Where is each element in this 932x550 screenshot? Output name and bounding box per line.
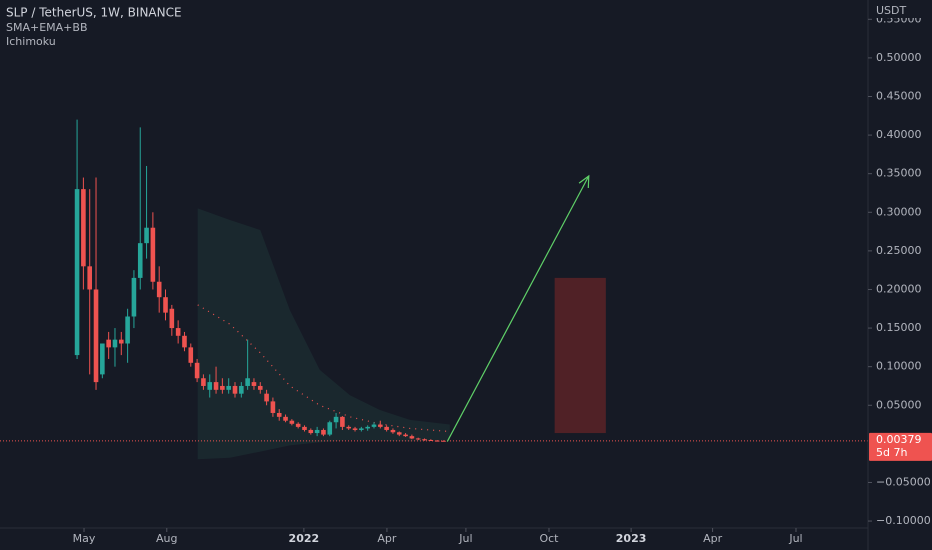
y-tick-label: −0.05000 (876, 475, 931, 488)
y-tick-label: 0.40000 (876, 128, 922, 141)
x-tick-label: Oct (539, 532, 559, 545)
candle-body (93, 289, 99, 383)
candle-body (194, 362, 200, 379)
candle-body (175, 328, 181, 336)
candle-body (137, 243, 143, 278)
x-tick-label: May (73, 532, 96, 545)
price-tag-label: 0.00379 (876, 433, 922, 446)
candle-body (302, 426, 307, 430)
candle-body (352, 428, 358, 430)
y-tick-label: 0.50000 (876, 51, 922, 64)
y-tick-label: 0.45000 (876, 89, 922, 102)
candle-body (365, 426, 370, 429)
candle-body (333, 416, 339, 423)
candle-body (384, 426, 389, 430)
candle-body (74, 189, 80, 356)
unit-bg (869, 2, 932, 18)
projection-box (554, 277, 606, 434)
candle-body (106, 339, 111, 348)
candle-body (201, 378, 206, 386)
candle-body (415, 438, 421, 440)
y-tick-label: −0.10000 (876, 514, 931, 527)
candle-body (409, 436, 415, 439)
x-tick-label: Jul (458, 532, 472, 545)
candle-body (359, 428, 364, 430)
y-tick-label: 0.25000 (876, 244, 922, 257)
candle-body (125, 316, 130, 344)
candle-body (289, 420, 295, 424)
candle-body (434, 440, 440, 442)
y-tick-label: 0.30000 (876, 205, 922, 218)
candle-body (245, 378, 250, 386)
arrow-head (578, 174, 590, 189)
arrow-line (446, 175, 590, 442)
x-tick-label: 2022 (289, 532, 320, 545)
plot-area (0, 119, 868, 460)
candle-body (264, 393, 269, 402)
candle-body (371, 424, 377, 427)
candle-body (188, 347, 194, 363)
candle-body (112, 339, 118, 348)
candle-body (213, 382, 219, 390)
candle-body (251, 382, 257, 386)
candle-body (295, 423, 301, 427)
candle-body (441, 440, 446, 442)
candle-body (169, 308, 175, 329)
candle-body (346, 426, 352, 429)
y-tick-label: 0.15000 (876, 321, 922, 334)
candle-body (378, 424, 383, 427)
y-tick-label: 0.35000 (876, 167, 922, 180)
candle-body (321, 429, 326, 435)
candle-body (283, 416, 288, 421)
candle-body (308, 429, 314, 434)
y-tick-label: 0.05000 (876, 398, 922, 411)
candle-body (220, 385, 225, 390)
candle-body (163, 297, 168, 313)
chart-title: SLP / TetherUS, 1W, BINANCE (6, 6, 182, 20)
candle-body (314, 429, 320, 434)
x-tick-label: Aug (156, 532, 177, 545)
candle-body (182, 335, 187, 348)
indicator-label: SMA+EMA+BB (6, 21, 88, 34)
candle-body (396, 432, 402, 435)
candle-body (226, 385, 231, 390)
candle-body (100, 343, 105, 375)
candle-body (156, 281, 162, 298)
candle-body (150, 227, 156, 282)
price-tag (869, 432, 932, 461)
candle-body (428, 440, 434, 441)
candle-body (340, 416, 345, 427)
candle-body (403, 434, 408, 437)
candle-body (276, 412, 282, 417)
candle-body (81, 189, 86, 267)
candle-body (118, 339, 124, 344)
cloud (197, 208, 450, 460)
countdown-label: 5d 7h (876, 446, 907, 459)
candle-body (390, 429, 396, 433)
candle-body (207, 382, 213, 390)
candle-body (87, 266, 93, 290)
candle-body (327, 422, 333, 435)
candle-body (232, 385, 238, 394)
candle-body (144, 227, 149, 244)
candle-body (422, 439, 427, 441)
y-tick-label: 0.20000 (876, 282, 922, 295)
x-tick-label: Jul (788, 532, 802, 545)
x-tick-label: Apr (703, 532, 723, 545)
candle-body (239, 385, 244, 394)
candle-body (257, 385, 263, 390)
y-unit: USDT (876, 4, 907, 17)
x-tick-label: 2023 (616, 532, 647, 545)
y-tick-label: 0.10000 (876, 360, 922, 373)
candle-body (131, 277, 137, 317)
x-tick-label: Apr (377, 532, 397, 545)
candle-body (270, 401, 276, 413)
indicator-label: Ichimoku (6, 35, 56, 48)
